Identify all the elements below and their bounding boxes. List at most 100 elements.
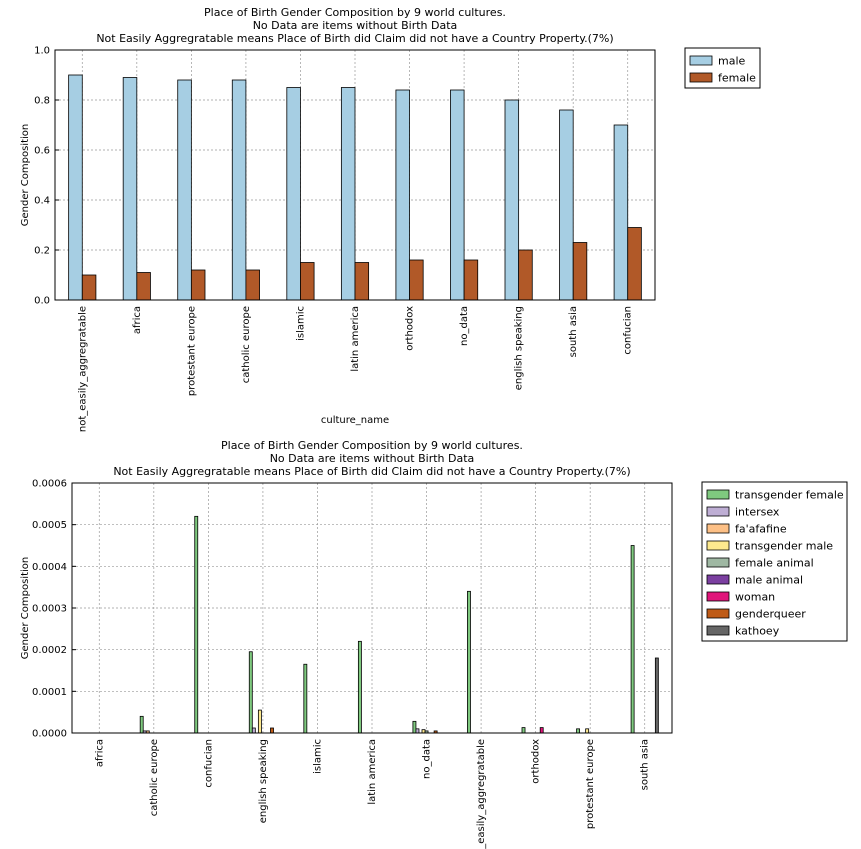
bar — [630, 545, 635, 734]
bar — [357, 640, 362, 734]
legend-swatch — [706, 608, 730, 619]
bar — [613, 124, 629, 301]
bar — [654, 657, 659, 734]
bar — [354, 262, 370, 301]
bar — [518, 249, 533, 301]
y-tick-label: 1.0 — [34, 46, 50, 57]
x-tick-label: protestant europe — [186, 306, 197, 396]
x-tick-label: orthodox — [405, 306, 416, 351]
legend-swatch — [706, 557, 730, 568]
y-tick-label: 0.0 — [34, 296, 50, 307]
legend-label: fa'afafine — [735, 523, 787, 536]
bar — [559, 109, 574, 301]
bar — [572, 242, 588, 301]
x-tick-label: catholic europe — [149, 739, 160, 816]
y-tick-label: 0.0004 — [32, 562, 67, 573]
bar — [521, 727, 526, 734]
y-axis-label: Gender Composition — [20, 124, 31, 226]
y-tick-label: 0.2 — [34, 246, 50, 257]
legend-label: transgender male — [735, 540, 833, 553]
legend-label: transgender female — [735, 489, 844, 502]
x-tick-label: orthodox — [531, 739, 542, 784]
legend-swatch — [706, 574, 730, 585]
legend-swatch — [706, 506, 730, 517]
bar — [122, 77, 138, 301]
bar — [395, 89, 410, 301]
x-tick-label: confucian — [203, 739, 214, 788]
x-axis-label: culture_name — [321, 415, 389, 426]
legend-swatch — [706, 591, 730, 602]
x-tick-label: south asia — [568, 306, 579, 357]
x-tick-label: no_data — [422, 739, 433, 779]
y-tick-label: 0.6 — [34, 146, 50, 157]
plot-frame — [54, 49, 656, 301]
bar — [627, 227, 642, 301]
x-tick-label: catholic europe — [241, 306, 252, 383]
x-tick-label: not_easily_aggregratable — [77, 306, 88, 432]
x-tick-label: english speaking — [258, 739, 269, 823]
bar — [270, 727, 274, 734]
legend-swatch — [706, 523, 730, 534]
bar — [576, 728, 580, 734]
chart-title: No Data are items without Birth Data — [253, 19, 458, 32]
bar — [585, 728, 590, 734]
bar — [539, 727, 544, 734]
legend-swatch — [689, 55, 713, 66]
bar — [231, 79, 247, 301]
bar — [136, 272, 151, 301]
y-axis-label: Gender Composition — [20, 557, 31, 659]
legend-swatch — [706, 625, 730, 636]
x-tick-label: islamic — [295, 306, 306, 341]
bar — [286, 87, 301, 301]
x-tick-label: no_data — [459, 306, 470, 346]
x-tick-label: latin america — [350, 306, 361, 372]
legend-label: female — [718, 72, 756, 85]
chart-title: Not Easily Aggregratable means Place of … — [96, 32, 613, 45]
bar — [68, 74, 83, 301]
x-tick-label: latin america — [367, 739, 378, 805]
plot-frame — [71, 482, 673, 734]
legend-swatch — [706, 489, 730, 500]
legend-label: female animal — [735, 557, 814, 570]
chart-title: No Data are items without Birth Data — [270, 452, 475, 465]
bar — [450, 89, 465, 301]
legend-swatch — [689, 72, 713, 83]
y-tick-label: 0.0006 — [32, 479, 67, 490]
legend-label: male — [718, 55, 746, 68]
x-tick-label: africa — [132, 306, 143, 334]
x-tick-label: islamic — [312, 739, 323, 774]
bar — [412, 720, 417, 734]
x-tick-label: protestant europe — [585, 739, 596, 829]
y-tick-label: 0.0000 — [32, 729, 67, 740]
chart-title: Not Easily Aggregratable means Place of … — [113, 465, 630, 478]
legend-label: intersex — [735, 506, 780, 519]
y-tick-label: 0.0002 — [32, 645, 67, 656]
bar — [504, 99, 520, 301]
bar — [415, 728, 420, 734]
legend-label: male animal — [735, 574, 803, 587]
bar — [248, 651, 253, 734]
bar — [190, 269, 206, 301]
bar — [245, 269, 260, 301]
bar — [409, 259, 424, 301]
bar — [257, 709, 262, 734]
legend-swatch — [706, 540, 730, 551]
bar — [303, 663, 308, 734]
bar — [467, 590, 471, 734]
bar — [340, 87, 356, 301]
x-tick-label: south asia — [640, 739, 651, 790]
chart-title: Place of Birth Gender Composition by 9 w… — [204, 6, 506, 19]
legend-label: genderqueer — [735, 608, 806, 621]
bar — [463, 259, 479, 301]
chart-title: Place of Birth Gender Composition by 9 w… — [221, 439, 523, 452]
y-tick-label: 0.0003 — [32, 604, 67, 615]
bar — [194, 515, 199, 734]
bar — [139, 715, 144, 734]
x-tick-label: africa — [94, 739, 105, 767]
bar — [81, 274, 97, 301]
y-tick-label: 0.0001 — [32, 687, 67, 698]
bar — [177, 79, 192, 301]
x-tick-label: english speaking — [514, 306, 525, 390]
x-tick-label: confucian — [623, 306, 634, 355]
